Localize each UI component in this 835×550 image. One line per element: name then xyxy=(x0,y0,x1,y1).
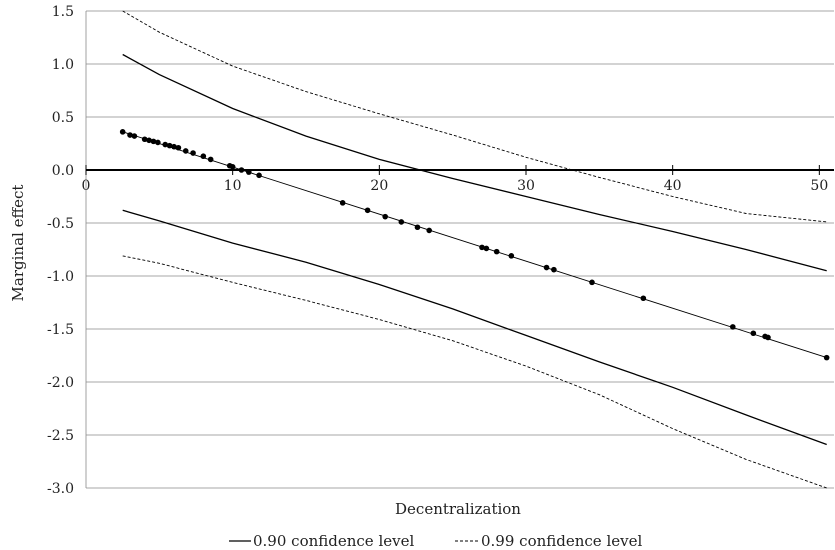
data-point xyxy=(190,150,196,156)
data-point xyxy=(150,138,157,145)
y-tick-label: -1.0 xyxy=(47,269,74,285)
tick-labels: 1.5 1.0 0.5 0.0 -0.5 -1.0 -1.5 -2.0 -2.5 -3.0 0 10 2… xyxy=(47,4,828,497)
data-point xyxy=(162,141,168,148)
data-point xyxy=(182,148,189,154)
data-point xyxy=(364,207,371,214)
data-point xyxy=(730,324,736,330)
data-point xyxy=(543,264,550,271)
data-point xyxy=(200,153,207,160)
legend-label-90: 0.90 confidence level xyxy=(253,532,414,550)
data-point xyxy=(508,253,515,259)
data-point xyxy=(155,139,161,146)
data-point xyxy=(398,219,405,225)
data-point xyxy=(229,164,236,170)
axes xyxy=(85,11,834,488)
legend: 0.90 confidence level 0.99 confidence le… xyxy=(229,532,642,550)
y-tick-label: -0.5 xyxy=(47,216,74,232)
data-point xyxy=(141,136,148,143)
data-point xyxy=(146,137,152,144)
data-point xyxy=(127,132,133,138)
data-point xyxy=(339,200,346,206)
data-point xyxy=(382,213,389,220)
series-ci99-upper xyxy=(122,10,827,223)
y-tick-label: -3.0 xyxy=(47,481,74,497)
data-points xyxy=(119,129,830,361)
data-point xyxy=(551,266,557,273)
data-point xyxy=(823,354,830,361)
legend-label-99: 0.99 confidence level xyxy=(481,532,642,550)
gridlines xyxy=(86,10,834,489)
y-axis-title: Marginal effect xyxy=(9,185,27,302)
data-point xyxy=(207,156,214,163)
x-axis-title: Decentralization xyxy=(395,500,521,518)
y-tick-label: -1.5 xyxy=(47,322,74,338)
x-tick-label: 0 xyxy=(82,178,91,194)
y-tick-label: 0.0 xyxy=(52,163,74,179)
data-point xyxy=(131,133,138,139)
data-point xyxy=(119,129,126,135)
data-point xyxy=(589,279,595,286)
x-tick-label: 20 xyxy=(370,178,388,194)
series-ci99-lower xyxy=(122,255,827,489)
y-tick-label: 1.5 xyxy=(52,4,74,20)
data-point xyxy=(479,244,485,251)
x-tick-label: 40 xyxy=(664,178,682,194)
data-point xyxy=(426,227,433,234)
x-tick-label: 10 xyxy=(224,178,242,194)
series-ci90-lower xyxy=(122,209,827,446)
data-point xyxy=(750,330,757,337)
data-point xyxy=(414,224,421,231)
data-point xyxy=(238,167,245,173)
x-tick-label: 30 xyxy=(517,178,535,194)
data-point xyxy=(166,142,173,149)
y-tick-label: 1.0 xyxy=(52,57,74,73)
data-point xyxy=(765,334,771,341)
series-ci90-upper xyxy=(122,53,827,272)
data-point xyxy=(256,172,262,179)
series-lines xyxy=(122,10,827,489)
data-point xyxy=(483,245,490,252)
y-tick-label: -2.0 xyxy=(47,375,74,391)
data-point xyxy=(246,169,252,175)
data-point xyxy=(171,143,177,150)
data-point xyxy=(493,248,500,255)
x-tick-label: 50 xyxy=(810,178,828,194)
y-tick-label: -2.5 xyxy=(47,428,74,444)
data-point xyxy=(175,144,182,151)
y-tick-label: 0.5 xyxy=(52,110,74,126)
data-point xyxy=(640,295,647,302)
